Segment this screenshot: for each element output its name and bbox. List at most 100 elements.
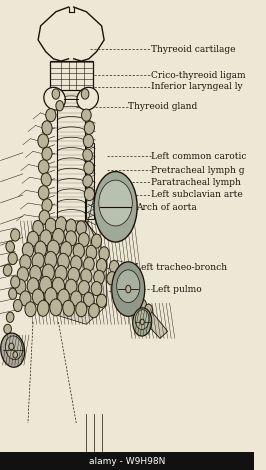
Ellipse shape	[30, 266, 41, 282]
Ellipse shape	[8, 252, 17, 265]
Ellipse shape	[86, 245, 97, 259]
Ellipse shape	[68, 267, 80, 282]
Text: Thyreoid cartilage: Thyreoid cartilage	[151, 45, 236, 54]
Ellipse shape	[9, 288, 17, 299]
Ellipse shape	[39, 210, 50, 224]
Ellipse shape	[138, 299, 146, 310]
Text: Left common carotic: Left common carotic	[151, 151, 247, 161]
Ellipse shape	[56, 101, 64, 111]
Ellipse shape	[135, 310, 149, 329]
Ellipse shape	[107, 272, 117, 285]
Ellipse shape	[73, 243, 84, 258]
Ellipse shape	[32, 253, 44, 269]
Ellipse shape	[117, 270, 140, 303]
Ellipse shape	[78, 281, 89, 295]
Ellipse shape	[27, 278, 39, 294]
Text: Left tracheo-bronch: Left tracheo-bronch	[135, 263, 227, 273]
Ellipse shape	[60, 242, 72, 258]
Ellipse shape	[11, 276, 20, 288]
Ellipse shape	[133, 308, 152, 336]
Ellipse shape	[25, 302, 36, 317]
Text: Paratracheal lymph: Paratracheal lymph	[151, 178, 241, 187]
Ellipse shape	[6, 312, 14, 322]
Ellipse shape	[112, 262, 145, 316]
Ellipse shape	[126, 285, 131, 293]
Ellipse shape	[33, 220, 43, 235]
Ellipse shape	[38, 186, 49, 200]
Text: Thyreoid gland: Thyreoid gland	[128, 102, 198, 111]
Ellipse shape	[52, 89, 60, 99]
Ellipse shape	[32, 289, 44, 305]
Ellipse shape	[3, 265, 12, 276]
Ellipse shape	[22, 243, 34, 258]
Ellipse shape	[52, 277, 64, 293]
Ellipse shape	[55, 266, 67, 282]
Ellipse shape	[20, 255, 31, 270]
Ellipse shape	[1, 333, 25, 367]
Ellipse shape	[4, 324, 11, 334]
Ellipse shape	[14, 299, 22, 312]
Text: Pretracheal lymph g: Pretracheal lymph g	[151, 165, 245, 175]
Text: alamy - W9H98N: alamy - W9H98N	[89, 456, 165, 466]
Ellipse shape	[92, 234, 102, 248]
Ellipse shape	[5, 336, 23, 360]
Ellipse shape	[45, 288, 57, 305]
Ellipse shape	[83, 134, 93, 148]
Ellipse shape	[132, 295, 140, 306]
Ellipse shape	[11, 229, 20, 241]
Ellipse shape	[6, 241, 14, 252]
Ellipse shape	[84, 188, 94, 201]
Ellipse shape	[58, 289, 69, 305]
Ellipse shape	[20, 291, 31, 306]
Ellipse shape	[70, 256, 82, 271]
Ellipse shape	[83, 175, 93, 187]
Ellipse shape	[55, 217, 66, 233]
Ellipse shape	[97, 258, 107, 273]
Ellipse shape	[84, 292, 94, 306]
Ellipse shape	[41, 173, 51, 186]
Ellipse shape	[76, 221, 86, 235]
Ellipse shape	[45, 251, 57, 268]
Ellipse shape	[65, 279, 77, 294]
Ellipse shape	[15, 279, 26, 294]
Ellipse shape	[40, 230, 52, 246]
Polygon shape	[86, 143, 94, 219]
Ellipse shape	[82, 109, 91, 121]
Ellipse shape	[76, 302, 87, 317]
Ellipse shape	[99, 180, 132, 226]
Ellipse shape	[46, 109, 56, 122]
Ellipse shape	[77, 87, 98, 110]
Text: Inferior laryngeal ly: Inferior laryngeal ly	[151, 82, 243, 92]
Ellipse shape	[91, 282, 102, 296]
Ellipse shape	[83, 149, 93, 161]
Ellipse shape	[140, 319, 144, 325]
Ellipse shape	[42, 199, 52, 212]
Ellipse shape	[50, 299, 62, 316]
Polygon shape	[0, 452, 254, 470]
Ellipse shape	[17, 267, 28, 282]
Text: Left subclavian arte: Left subclavian arte	[151, 190, 243, 199]
Ellipse shape	[42, 121, 52, 135]
Ellipse shape	[99, 247, 109, 261]
Ellipse shape	[84, 161, 94, 174]
Ellipse shape	[81, 89, 89, 99]
Ellipse shape	[97, 294, 107, 307]
Ellipse shape	[58, 253, 69, 269]
Ellipse shape	[42, 264, 54, 281]
Ellipse shape	[94, 172, 137, 242]
Ellipse shape	[38, 160, 49, 174]
Ellipse shape	[45, 218, 56, 233]
Ellipse shape	[110, 260, 119, 274]
Ellipse shape	[78, 233, 89, 247]
Ellipse shape	[47, 240, 59, 256]
Ellipse shape	[65, 231, 77, 246]
Ellipse shape	[40, 276, 52, 293]
Ellipse shape	[84, 121, 94, 134]
Ellipse shape	[35, 241, 47, 257]
Ellipse shape	[38, 134, 48, 148]
Ellipse shape	[84, 257, 94, 271]
Text: Left pulmo: Left pulmo	[152, 284, 202, 294]
Ellipse shape	[44, 87, 65, 110]
Ellipse shape	[145, 304, 152, 314]
Ellipse shape	[42, 147, 52, 160]
